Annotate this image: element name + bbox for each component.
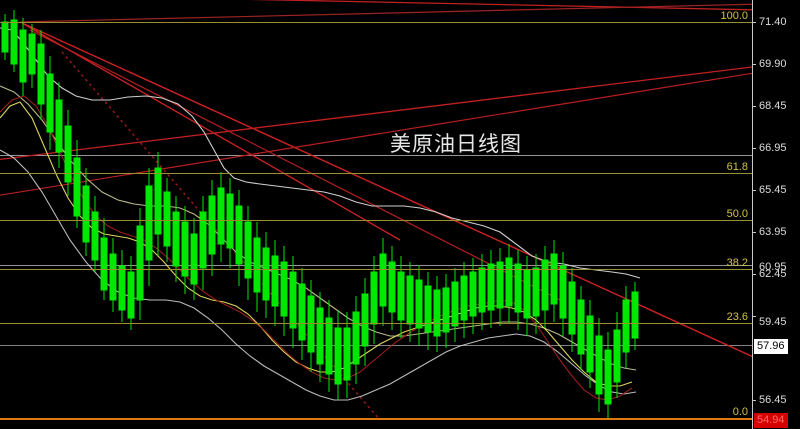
fib-label-38-2: 38.2 bbox=[726, 257, 748, 269]
fib-label-100: 100.0 bbox=[720, 10, 748, 22]
chart-plot-area[interactable]: 100.0 61.8 50.0 38.2 23.6 0.0 美原油日线图 bbox=[0, 0, 752, 429]
axis-tick bbox=[752, 64, 756, 65]
axis-tick bbox=[752, 274, 756, 275]
fib-line-0 bbox=[0, 418, 752, 420]
axis-tick bbox=[752, 232, 756, 233]
axis-tick bbox=[752, 148, 756, 149]
axis-tick-label: 63.95 bbox=[759, 226, 787, 238]
low-price-tag: 54.94 bbox=[754, 413, 788, 428]
axis-tick-label: 56.45 bbox=[759, 394, 787, 406]
axis-tick-label: 68.45 bbox=[759, 100, 787, 112]
axis-tick-label: 65.45 bbox=[759, 184, 787, 196]
candlestick-series bbox=[1, 10, 639, 418]
fib-label-50: 50.0 bbox=[726, 208, 748, 220]
axis-tick-label: 66.95 bbox=[759, 142, 787, 154]
axis-tick bbox=[752, 106, 756, 107]
fib-line-61-8 bbox=[0, 173, 752, 174]
axis-rule bbox=[752, 0, 753, 429]
chart-title: 美原油日线图 bbox=[390, 133, 522, 156]
axis-tick bbox=[752, 190, 756, 191]
axis-tick bbox=[752, 400, 756, 401]
fib-line-38-2 bbox=[0, 269, 752, 270]
axis-tick-label: 71.40 bbox=[759, 16, 787, 28]
axis-tick-label: 62.45 bbox=[759, 268, 787, 280]
axis-tick bbox=[752, 316, 756, 317]
axis-tick-label: 59.45 bbox=[759, 316, 787, 328]
fib-line-100 bbox=[0, 22, 752, 23]
chart-canvas bbox=[0, 0, 752, 421]
price-axis[interactable]: 71.40 69.90 68.45 66.95 65.45 63.95 62.4… bbox=[752, 0, 800, 429]
trendlines bbox=[0, 0, 752, 421]
axis-tick bbox=[752, 22, 756, 23]
fib-label-23-6: 23.6 bbox=[726, 311, 748, 323]
fib-line-23-6 bbox=[0, 323, 752, 324]
fib-label-0: 0.0 bbox=[732, 406, 748, 418]
current-price-tag: 57.96 bbox=[754, 339, 788, 354]
fib-label-61-8: 61.8 bbox=[726, 161, 748, 173]
axis-tick-label: 60.95 bbox=[759, 261, 787, 273]
axis-tick-label: 69.90 bbox=[759, 58, 787, 70]
fib-line-50 bbox=[0, 220, 752, 221]
